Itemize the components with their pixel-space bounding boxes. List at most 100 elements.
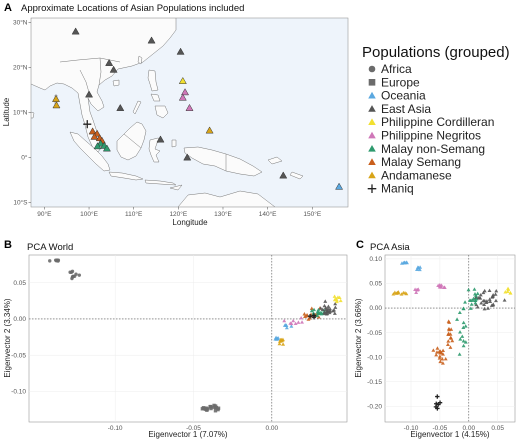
malay-semang-point <box>302 312 307 316</box>
andamanese-point <box>52 101 61 109</box>
malay-non-semang-point <box>458 337 463 341</box>
oceania-point <box>402 260 407 264</box>
philippine-negritos-point <box>439 285 444 289</box>
east-asia-point <box>176 47 185 55</box>
timor <box>169 184 183 191</box>
map-points <box>52 27 344 190</box>
east-asia-point <box>475 305 480 309</box>
legend-item-label: Oceania <box>381 89 426 103</box>
borneo <box>116 121 147 161</box>
east-asia-point <box>488 299 493 304</box>
oceania-point <box>417 267 422 272</box>
malay-semang-point <box>368 158 376 165</box>
luzon <box>147 69 159 92</box>
lesser-sunda <box>144 179 177 186</box>
malay-non-semang-point <box>457 352 462 356</box>
panel-c-label: C <box>356 239 364 251</box>
pca-world-ylabel: Eigenvector 2 (3.34%) <box>3 298 12 377</box>
pca-world-axes: -0.10 -0.05 0.00 -0.10 -0.05 0.00 0.05 <box>11 255 347 432</box>
malay-semang-point <box>448 335 453 340</box>
map-x-tick-label: 120°E <box>169 210 187 218</box>
malay-non-semang-point <box>463 324 468 328</box>
east-asia-point <box>156 135 165 143</box>
legend-title: Populations (grouped) <box>362 44 510 61</box>
malay-semang-point <box>440 357 445 361</box>
visayas <box>150 93 161 102</box>
map-y-tick-label: 10°N <box>13 109 28 117</box>
pca-world-x-tick-label: -0.10 <box>108 425 123 432</box>
philippine-cordilleran-point <box>337 295 342 300</box>
europe-point <box>202 406 207 411</box>
oceania-point <box>418 265 423 269</box>
malay-non-semang-point <box>461 343 466 348</box>
taiwan <box>137 55 143 65</box>
east-asia-point <box>490 294 495 299</box>
border-1 <box>59 57 121 63</box>
border-2 <box>98 57 102 86</box>
east-asia-point <box>332 311 337 315</box>
hainan <box>112 79 120 87</box>
malay-semang-point <box>445 342 450 346</box>
oceania-point <box>289 324 294 328</box>
andamanese-point <box>399 292 404 296</box>
pca-asia-x-tick-label: 0.05 <box>491 425 504 432</box>
east-asia-point <box>326 306 330 311</box>
panel-a-label: A <box>4 2 12 14</box>
malay-non-semang-point <box>469 298 473 302</box>
map-y-tick-label: 10°S <box>13 199 28 207</box>
europe-point <box>213 405 218 410</box>
philippine-cordilleran-point <box>338 298 343 303</box>
oceania-point <box>399 261 404 265</box>
malay-non-semang-point <box>93 142 102 150</box>
east-asia-point <box>493 292 498 296</box>
malay-semang-point <box>447 327 452 332</box>
east-asia-point <box>326 304 331 308</box>
east-asia-point <box>105 58 114 66</box>
malay-semang-point <box>443 356 448 361</box>
east-asia-point <box>489 303 494 307</box>
malay-non-semang-point <box>461 325 466 329</box>
maniq-point <box>367 184 377 193</box>
andamanese-point <box>403 291 407 295</box>
africa-point <box>74 272 78 276</box>
panel-b-label: B <box>4 239 12 251</box>
europe-point <box>205 407 210 411</box>
east-asia-point <box>482 298 487 303</box>
malay-non-semang-point <box>469 302 474 306</box>
east-asia-point <box>487 288 492 293</box>
europe-point <box>368 79 376 86</box>
andamanese-point <box>394 291 399 295</box>
pca-world-x-tick-label: -0.05 <box>186 425 201 432</box>
east-asia-point <box>478 292 483 297</box>
mainland-asia <box>31 18 177 153</box>
east-asia-point <box>109 65 118 73</box>
pca-asia-y-tick-label: -0.10 <box>367 354 382 361</box>
new-guinea <box>183 146 263 177</box>
philippine-negritos-point <box>436 283 441 287</box>
pca-world-y-tick-label: -0.05 <box>11 352 26 359</box>
oceania-point <box>275 337 280 341</box>
africa-point <box>77 273 82 277</box>
malay-non-semang-point <box>475 291 480 296</box>
map-x-tick-label: 90°E <box>37 210 52 218</box>
east-asia-point <box>325 309 330 313</box>
maniq-point <box>307 313 313 319</box>
philippine-cordilleran-point <box>178 76 187 84</box>
malay-non-semang-point <box>473 301 478 305</box>
map-x-tick-label: 150°E <box>303 210 321 218</box>
legend-item-label: Europe <box>381 75 420 89</box>
east-asia-point <box>318 306 323 310</box>
map-x-tick-label: 110°E <box>125 210 143 218</box>
philippine-negritos-point <box>416 287 421 291</box>
legend-item-label: Malay Semang <box>381 155 461 169</box>
border-5 <box>123 133 142 149</box>
andamanese-point <box>52 94 60 102</box>
map-x-tick-label: 100°E <box>80 210 98 218</box>
malay-semang-point <box>437 356 442 360</box>
philippine-cordilleran-point <box>332 294 337 298</box>
malay-non-semang-point <box>455 317 460 321</box>
legend-item-label: Maniq <box>381 182 414 196</box>
oceania-point <box>335 182 344 190</box>
legend-item-label: Andamanese <box>381 168 452 182</box>
